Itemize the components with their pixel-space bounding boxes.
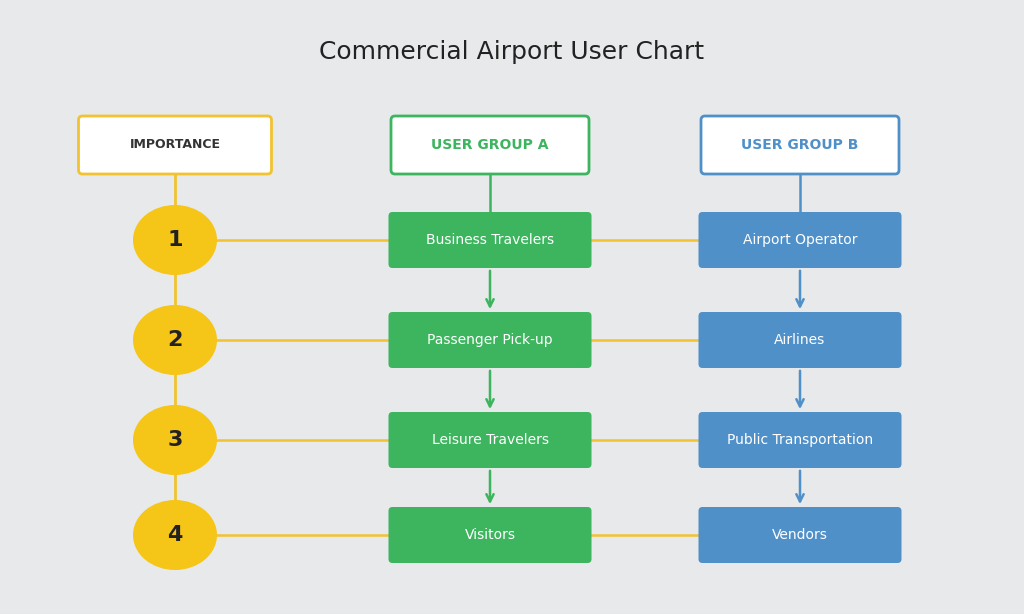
Text: Passenger Pick-up: Passenger Pick-up <box>427 333 553 347</box>
Ellipse shape <box>133 205 217 275</box>
Text: IMPORTANCE: IMPORTANCE <box>129 139 220 152</box>
FancyBboxPatch shape <box>391 116 589 174</box>
Text: Airport Operator: Airport Operator <box>742 233 857 247</box>
FancyBboxPatch shape <box>698 212 901 268</box>
Text: 3: 3 <box>167 430 182 450</box>
Text: Business Travelers: Business Travelers <box>426 233 554 247</box>
Ellipse shape <box>133 305 217 375</box>
FancyBboxPatch shape <box>698 507 901 563</box>
Text: Airlines: Airlines <box>774 333 825 347</box>
Text: 1: 1 <box>167 230 182 250</box>
Text: 2: 2 <box>167 330 182 350</box>
Ellipse shape <box>133 405 217 475</box>
FancyBboxPatch shape <box>388 507 592 563</box>
FancyBboxPatch shape <box>388 412 592 468</box>
FancyBboxPatch shape <box>388 212 592 268</box>
Text: Public Transportation: Public Transportation <box>727 433 873 447</box>
Text: Visitors: Visitors <box>465 528 515 542</box>
Text: Vendors: Vendors <box>772 528 828 542</box>
Text: Commercial Airport User Chart: Commercial Airport User Chart <box>319 40 705 64</box>
Text: Leisure Travelers: Leisure Travelers <box>431 433 549 447</box>
Text: 4: 4 <box>167 525 182 545</box>
FancyBboxPatch shape <box>701 116 899 174</box>
FancyBboxPatch shape <box>388 312 592 368</box>
FancyBboxPatch shape <box>79 116 271 174</box>
FancyBboxPatch shape <box>698 412 901 468</box>
Text: USER GROUP A: USER GROUP A <box>431 138 549 152</box>
Ellipse shape <box>133 500 217 570</box>
Text: USER GROUP B: USER GROUP B <box>741 138 859 152</box>
FancyBboxPatch shape <box>698 312 901 368</box>
